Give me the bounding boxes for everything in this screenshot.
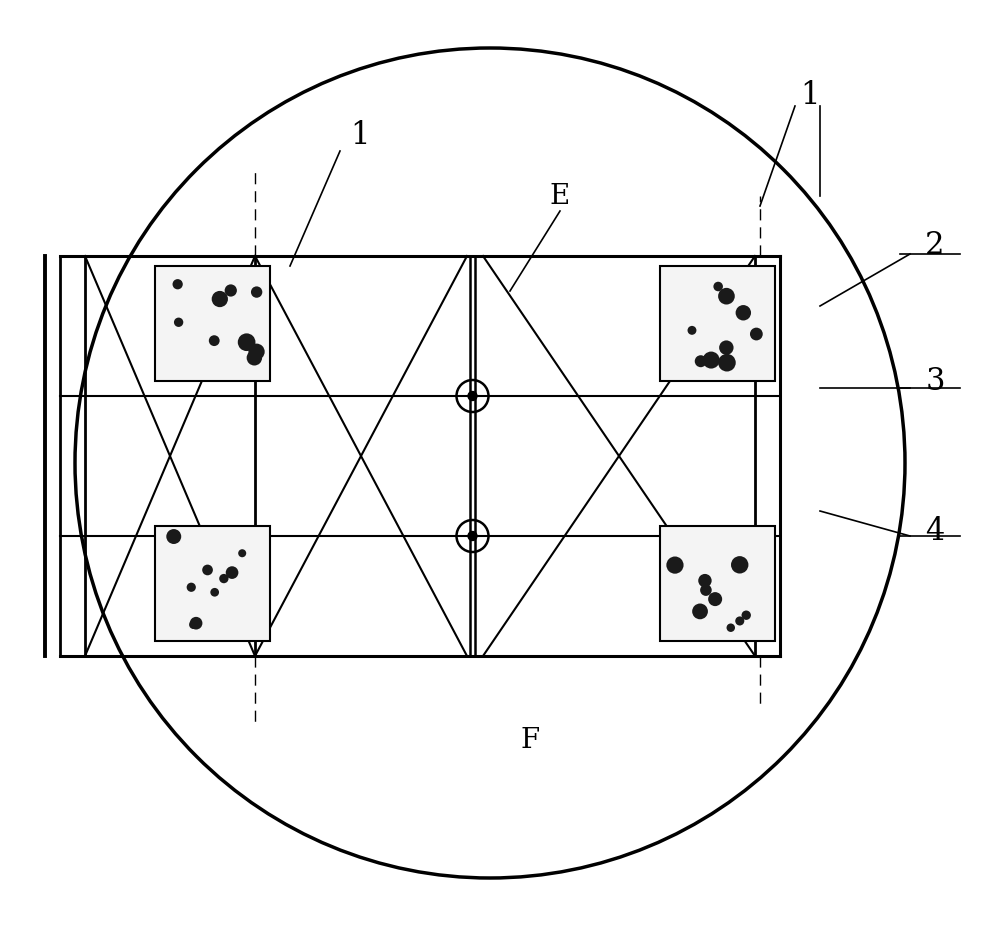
Circle shape: [700, 584, 712, 596]
Circle shape: [190, 617, 202, 630]
Text: 2: 2: [925, 231, 945, 261]
Circle shape: [718, 354, 736, 371]
Circle shape: [468, 532, 477, 541]
Circle shape: [187, 582, 196, 592]
Bar: [660, 526, 775, 641]
Circle shape: [166, 529, 181, 544]
Circle shape: [688, 326, 696, 335]
Text: E: E: [550, 182, 570, 209]
Circle shape: [226, 567, 238, 579]
Circle shape: [225, 284, 237, 296]
Circle shape: [703, 352, 720, 369]
Circle shape: [468, 392, 477, 400]
Circle shape: [731, 557, 748, 573]
Circle shape: [238, 333, 255, 351]
Bar: [155, 266, 270, 381]
Circle shape: [238, 549, 246, 557]
Circle shape: [695, 356, 707, 368]
Circle shape: [212, 291, 228, 307]
Text: 4: 4: [925, 516, 945, 546]
Circle shape: [727, 623, 735, 632]
Circle shape: [219, 574, 229, 583]
Circle shape: [713, 282, 723, 292]
Circle shape: [210, 588, 219, 596]
Circle shape: [735, 617, 744, 625]
Circle shape: [189, 620, 198, 629]
Circle shape: [750, 328, 763, 341]
Circle shape: [251, 286, 262, 298]
Text: 1: 1: [800, 81, 820, 111]
Circle shape: [692, 604, 708, 619]
Circle shape: [719, 341, 734, 355]
Circle shape: [247, 350, 262, 366]
Circle shape: [736, 305, 751, 320]
Bar: [660, 266, 775, 381]
Circle shape: [209, 335, 220, 346]
Circle shape: [173, 279, 183, 289]
Circle shape: [742, 610, 751, 619]
Circle shape: [666, 557, 684, 574]
Circle shape: [708, 592, 722, 607]
Circle shape: [698, 574, 712, 587]
Circle shape: [174, 318, 183, 327]
Circle shape: [718, 288, 735, 305]
Bar: [155, 526, 270, 641]
Text: 3: 3: [925, 366, 945, 396]
Text: F: F: [520, 728, 540, 755]
Text: 1: 1: [350, 120, 370, 152]
Circle shape: [202, 565, 213, 575]
Circle shape: [248, 344, 265, 360]
